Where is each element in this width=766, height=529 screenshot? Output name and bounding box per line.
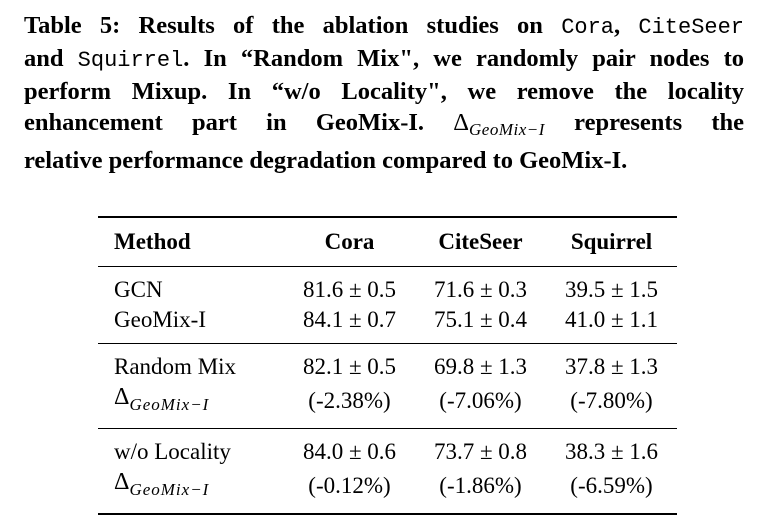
value-cell: 38.3 ± 1.6 — [564, 439, 659, 464]
delta-method-cell: ΔGeoMix−I — [98, 467, 284, 515]
delta-symbol: Δ — [114, 384, 130, 410]
method-cell: Random Mix — [114, 354, 237, 379]
value-cell: 41.0 ± 1.1 — [546, 305, 677, 344]
method-cell: w/o Locality — [114, 439, 231, 464]
caption-line-2: and Squirrel. In “Random Mix", we random… — [24, 43, 744, 76]
caption-text: , — [614, 12, 639, 39]
caption-text: represents the — [544, 109, 745, 136]
caption-text: . In “Random Mix", we randomly pair node… — [183, 45, 744, 72]
table-row: GeoMix-I 84.1 ± 0.7 75.1 ± 0.4 41.0 ± 1.… — [98, 305, 677, 344]
caption-line-4: enhancement part in GeoMix-I. ΔGeoMix−I … — [24, 107, 744, 145]
value-cell: (-2.38%) — [284, 382, 415, 429]
delta-symbol: Δ — [114, 469, 130, 495]
table-row: ΔGeoMix−I (-0.12%) (-1.86%) (-6.59%) — [98, 467, 677, 515]
value-cell: 84.0 ± 0.6 — [302, 439, 397, 464]
table-row: ΔGeoMix−I (-2.38%) (-7.06%) (-7.80%) — [98, 382, 677, 429]
caption-line-3: perform Mixup. In “w/o Locality", we rem… — [24, 78, 744, 105]
value-cell: 81.6 ± 0.5 — [302, 277, 397, 302]
table-row: Random Mix 82.1 ± 0.5 69.8 ± 1.3 37.8 ± … — [98, 344, 677, 383]
header-cora: Cora — [284, 216, 415, 267]
value-cell: (-0.12%) — [284, 467, 415, 515]
delta-subscript: GeoMix−I — [129, 480, 210, 499]
delta-method-cell: ΔGeoMix−I — [98, 382, 284, 429]
caption-line-1: Table 5: Results of the ablation studies… — [24, 10, 744, 43]
delta-symbol: Δ — [453, 109, 470, 136]
value-cell: 82.1 ± 0.5 — [302, 354, 397, 379]
value-cell: 37.8 ± 1.3 — [564, 354, 659, 379]
caption-dataset-squirrel: Squirrel — [77, 48, 184, 73]
header-row: Method Cora CiteSeer Squirrel — [98, 216, 677, 267]
value-cell: 75.1 ± 0.4 — [415, 305, 546, 344]
results-table: Method Cora CiteSeer Squirrel GCN 81.6 ±… — [98, 216, 677, 515]
value-cell: 84.1 ± 0.7 — [284, 305, 415, 344]
delta-subscript: GeoMix−I — [129, 395, 210, 414]
method-cell: GCN — [114, 277, 163, 302]
value-cell: (-7.06%) — [415, 382, 546, 429]
caption-text: and — [24, 45, 78, 72]
table-row: GCN 81.6 ± 0.5 71.6 ± 0.3 39.5 ± 1.5 — [98, 267, 677, 306]
caption-line-5: relative performance degradation compare… — [24, 147, 628, 174]
header-method: Method — [98, 216, 284, 267]
caption-dataset-citeseer: CiteSeer — [638, 15, 745, 40]
caption-text: Table 5: Results of the ablation studies… — [24, 12, 562, 39]
value-cell: (-6.59%) — [546, 467, 677, 515]
value-cell: (-7.80%) — [546, 382, 677, 429]
value-cell: 39.5 ± 1.5 — [564, 277, 659, 302]
delta-subscript: GeoMix−I — [469, 120, 545, 139]
method-cell: GeoMix-I — [98, 305, 284, 344]
caption-text: enhancement part in GeoMix-I. — [24, 109, 454, 136]
caption-dataset-cora: Cora — [561, 15, 614, 40]
table-caption: Table 5: Results of the ablation studies… — [24, 10, 744, 176]
value-cell: 71.6 ± 0.3 — [433, 277, 528, 302]
value-cell: 73.7 ± 0.8 — [433, 439, 528, 464]
header-citeseer: CiteSeer — [415, 216, 546, 267]
value-cell: 69.8 ± 1.3 — [433, 354, 528, 379]
header-squirrel: Squirrel — [546, 216, 677, 267]
table-row: w/o Locality 84.0 ± 0.6 73.7 ± 0.8 38.3 … — [98, 429, 677, 468]
value-cell: (-1.86%) — [415, 467, 546, 515]
